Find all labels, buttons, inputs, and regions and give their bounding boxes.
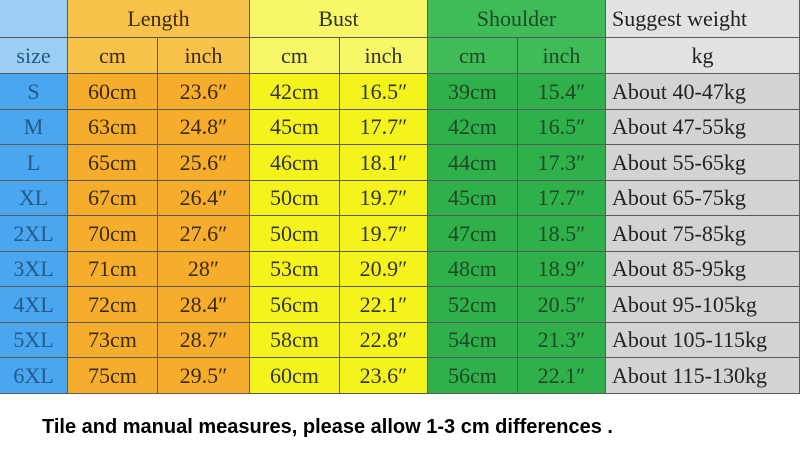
value-cell: 28″ [158, 252, 250, 287]
value-cell: 27.6″ [158, 216, 250, 252]
value-cell: 44cm [428, 145, 518, 181]
value-cell: About 47-55kg [606, 110, 800, 145]
value-cell: 29.5″ [158, 358, 250, 394]
value-cell: 19.7″ [340, 181, 428, 216]
size-cell: XL [0, 181, 68, 216]
value-cell: 21.3″ [518, 323, 606, 358]
value-cell: About 55-65kg [606, 145, 800, 181]
value-cell: 50cm [250, 216, 340, 252]
value-cell: 45cm [428, 181, 518, 216]
sub-header: inch [518, 38, 606, 74]
size-cell: 5XL [0, 323, 68, 358]
value-cell: 73cm [68, 323, 158, 358]
value-cell: 56cm [250, 287, 340, 323]
sub-header: cm [250, 38, 340, 74]
value-cell: 17.3″ [518, 145, 606, 181]
sub-header: cm [68, 38, 158, 74]
value-cell: 20.9″ [340, 252, 428, 287]
value-cell: 45cm [250, 110, 340, 145]
value-cell: 16.5″ [340, 74, 428, 110]
value-cell: 39cm [428, 74, 518, 110]
size-cell: L [0, 145, 68, 181]
corner-cell [0, 0, 68, 38]
value-cell: About 105-115kg [606, 323, 800, 358]
value-cell: 42cm [250, 74, 340, 110]
value-cell: 23.6″ [340, 358, 428, 394]
value-cell: 72cm [68, 287, 158, 323]
value-cell: 17.7″ [518, 181, 606, 216]
value-cell: 22.1″ [518, 358, 606, 394]
value-cell: 18.1″ [340, 145, 428, 181]
size-cell: 2XL [0, 216, 68, 252]
value-cell: 16.5″ [518, 110, 606, 145]
value-cell: 56cm [428, 358, 518, 394]
value-cell: 18.9″ [518, 252, 606, 287]
size-cell: 6XL [0, 358, 68, 394]
value-cell: 15.4″ [518, 74, 606, 110]
size-cell: M [0, 110, 68, 145]
sub-header: inch [340, 38, 428, 74]
value-cell: 22.8″ [340, 323, 428, 358]
sub-header: inch [158, 38, 250, 74]
value-cell: 46cm [250, 145, 340, 181]
group-header: Length [68, 0, 250, 38]
value-cell: About 75-85kg [606, 216, 800, 252]
value-cell: 65cm [68, 145, 158, 181]
value-cell: 25.6″ [158, 145, 250, 181]
value-cell: 70cm [68, 216, 158, 252]
value-cell: About 40-47kg [606, 74, 800, 110]
size-cell: 3XL [0, 252, 68, 287]
value-cell: 18.5″ [518, 216, 606, 252]
value-cell: 17.7″ [340, 110, 428, 145]
value-cell: 24.8″ [158, 110, 250, 145]
value-cell: 26.4″ [158, 181, 250, 216]
value-cell: 75cm [68, 358, 158, 394]
value-cell: 28.4″ [158, 287, 250, 323]
sub-header: kg [606, 38, 800, 74]
value-cell: About 65-75kg [606, 181, 800, 216]
value-cell: 20.5″ [518, 287, 606, 323]
footer-note: Tile and manual measures, please allow 1… [42, 416, 613, 438]
value-cell: 53cm [250, 252, 340, 287]
group-header: Shoulder [428, 0, 606, 38]
size-cell: 4XL [0, 287, 68, 323]
group-header: Bust [250, 0, 428, 38]
value-cell: About 85-95kg [606, 252, 800, 287]
value-cell: 60cm [68, 74, 158, 110]
value-cell: 54cm [428, 323, 518, 358]
value-cell: 71cm [68, 252, 158, 287]
value-cell: 28.7″ [158, 323, 250, 358]
value-cell: 63cm [68, 110, 158, 145]
value-cell: 67cm [68, 181, 158, 216]
value-cell: 60cm [250, 358, 340, 394]
value-cell: 47cm [428, 216, 518, 252]
value-cell: About 95-105kg [606, 287, 800, 323]
value-cell: 22.1″ [340, 287, 428, 323]
value-cell: 23.6″ [158, 74, 250, 110]
value-cell: 48cm [428, 252, 518, 287]
value-cell: 52cm [428, 287, 518, 323]
sub-header: cm [428, 38, 518, 74]
value-cell: 42cm [428, 110, 518, 145]
value-cell: About 115-130kg [606, 358, 800, 394]
size-cell: S [0, 74, 68, 110]
group-header: Suggest weight [606, 0, 800, 38]
sub-header: size [0, 38, 68, 74]
value-cell: 50cm [250, 181, 340, 216]
value-cell: 19.7″ [340, 216, 428, 252]
value-cell: 58cm [250, 323, 340, 358]
